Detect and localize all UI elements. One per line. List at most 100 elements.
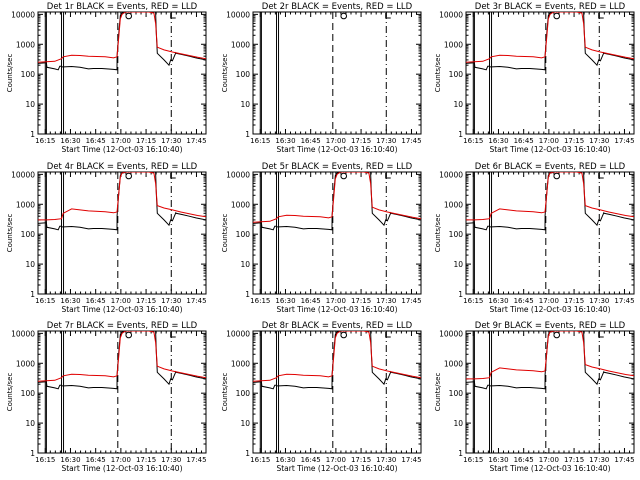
flare-marker-bracket (385, 173, 391, 179)
plot-frame (465, 330, 635, 454)
y-tick-label: 1000 (16, 40, 35, 49)
x-tick-label: 17:45 (401, 297, 421, 305)
y-tick-label: 10 (240, 419, 250, 428)
x-tick-label: 17:45 (614, 137, 634, 145)
x-tick-label: 17:45 (186, 297, 206, 305)
flare-marker-bracket (598, 13, 604, 19)
y-tick-label: 100 (449, 389, 464, 398)
x-tick-label: 17:15 (351, 297, 371, 305)
x-tick-label: 17:15 (564, 456, 584, 464)
x-tick-label: 17:00 (326, 137, 346, 145)
y-tick-label: 1000 (231, 359, 250, 368)
y-axis-label: Counts/sec (434, 54, 442, 93)
x-tick-label: 16:45 (86, 137, 106, 145)
y-axis-label: Counts/sec (6, 214, 14, 253)
series-lld-line (38, 172, 206, 221)
flare-marker-circle (125, 12, 133, 20)
x-tick-label: 17:00 (111, 137, 131, 145)
x-tick-label: 17:30 (376, 137, 396, 145)
x-tick-label: 17:15 (564, 297, 584, 305)
flare-marker-circle (340, 331, 348, 339)
flare-marker-bracket (598, 173, 604, 179)
y-tick-label: 100 (449, 70, 464, 79)
x-tick-label: 16:30 (488, 297, 508, 305)
y-axis-label: Counts/sec (221, 373, 229, 412)
y-tick-label: 10000 (11, 329, 35, 338)
y-axis-label: Counts/sec (434, 373, 442, 412)
y-tick-label: 10000 (11, 170, 35, 179)
y-tick-label: 10 (240, 260, 250, 269)
x-tick-label: 17:30 (161, 456, 181, 464)
plot-frame (252, 11, 422, 135)
x-tick-label: 17:00 (539, 137, 559, 145)
panel-det-5: Det 5r BLACK = Events, RED = LLD 1 10 100 10… (221, 162, 422, 314)
flare-marker-bracket (598, 332, 604, 338)
y-tick-label: 100 (236, 70, 251, 79)
x-axis-label: Start Time (12-Oct-03 16:10:40) (276, 305, 397, 314)
x-axis-label: Start Time (12-Oct-03 16:10:40) (489, 145, 610, 154)
y-tick-label: 1000 (444, 200, 463, 209)
plot-frame (37, 11, 207, 135)
y-tick-label: 1000 (16, 200, 35, 209)
x-tick-label: 17:15 (136, 456, 156, 464)
plot-area (259, 12, 391, 134)
x-tick-label: 16:45 (301, 297, 321, 305)
series-lld-line (253, 172, 421, 223)
x-tick-label: 16:15 (250, 137, 270, 145)
x-tick-label: 16:45 (514, 297, 534, 305)
panel-det-3: Det 3r BLACK = Events, RED = LLD 1 10 100 10… (434, 2, 635, 154)
series-lld-line (466, 172, 634, 221)
flare-marker-circle (553, 331, 561, 339)
plot-frame (37, 171, 207, 295)
y-axis-label: Counts/sec (6, 373, 14, 412)
panel-det-2: Det 2r BLACK = Events, RED = LLD 1 10 100 10… (221, 2, 422, 154)
x-tick-label: 16:45 (301, 137, 321, 145)
y-tick-label: 1 (30, 290, 35, 299)
x-tick-label: 16:30 (488, 137, 508, 145)
x-tick-label: 17:45 (186, 137, 206, 145)
y-tick-label: 1 (30, 449, 35, 458)
plot-frame (465, 11, 635, 135)
x-tick-label: 17:15 (351, 456, 371, 464)
panel-det-1: Det 1r BLACK = Events, RED = LLD 1 10 100 10… (6, 2, 207, 154)
plot-area (253, 172, 421, 294)
x-tick-label: 17:30 (161, 137, 181, 145)
panel-title: Det 6r BLACK = Events, RED = LLD (475, 162, 626, 172)
series-events-line (38, 12, 206, 71)
y-tick-label: 100 (236, 230, 251, 239)
y-tick-label: 10000 (439, 170, 463, 179)
plot-area (466, 172, 634, 294)
y-tick-label: 1 (458, 449, 463, 458)
y-axis-label: Counts/sec (6, 54, 14, 93)
plot-frame (37, 330, 207, 454)
y-axis-label: Counts/sec (434, 214, 442, 253)
y-tick-label: 100 (21, 70, 36, 79)
panel-title: Det 1r BLACK = Events, RED = LLD (47, 2, 198, 12)
x-tick-label: 17:30 (589, 456, 609, 464)
x-axis-label: Start Time (12-Oct-03 16:10:40) (276, 145, 397, 154)
y-tick-label: 10 (453, 419, 463, 428)
x-tick-label: 16:15 (463, 297, 483, 305)
panel-title: Det 8r BLACK = Events, RED = LLD (262, 321, 413, 331)
x-tick-label: 17:30 (376, 456, 396, 464)
series-events-line (38, 331, 206, 390)
panel-title: Det 7r BLACK = Events, RED = LLD (47, 321, 198, 331)
x-tick-label: 17:30 (161, 297, 181, 305)
x-tick-label: 16:30 (60, 137, 80, 145)
x-axis-label: Start Time (12-Oct-03 16:10:40) (61, 145, 182, 154)
x-tick-label: 16:45 (514, 456, 534, 464)
x-tick-label: 17:15 (136, 297, 156, 305)
x-tick-label: 17:15 (351, 137, 371, 145)
x-tick-label: 17:30 (589, 137, 609, 145)
x-tick-label: 16:30 (60, 297, 80, 305)
x-tick-label: 17:00 (539, 456, 559, 464)
y-tick-label: 1 (245, 130, 250, 139)
series-lld-line (253, 331, 421, 382)
y-tick-label: 10000 (226, 329, 250, 338)
y-tick-label: 1000 (16, 359, 35, 368)
x-tick-label: 17:15 (564, 137, 584, 145)
x-tick-label: 17:45 (614, 456, 634, 464)
y-tick-label: 1000 (231, 40, 250, 49)
x-tick-label: 17:45 (614, 297, 634, 305)
